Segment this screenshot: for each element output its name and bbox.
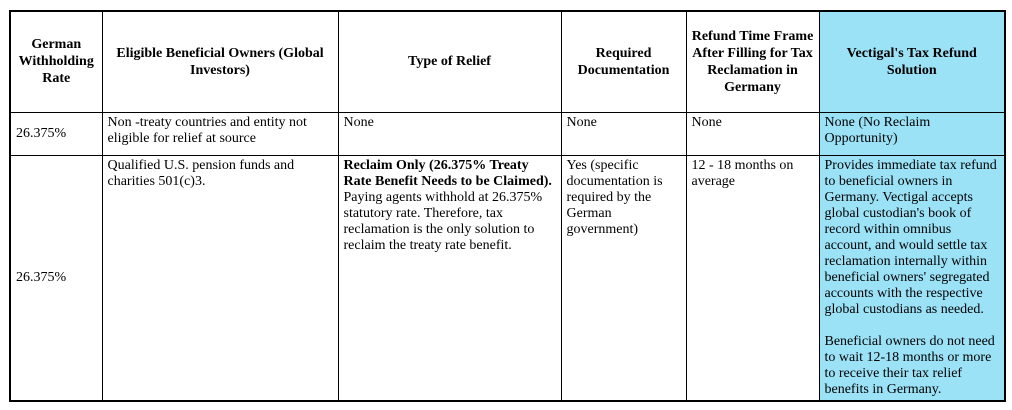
table-row: 26.375% Qualified U.S. pension funds and… bbox=[9, 154, 1006, 401]
tax-refund-table: German Withholding Rate Eligible Benefic… bbox=[9, 10, 1006, 402]
cell-type-of-relief: None bbox=[337, 111, 562, 156]
table-row: 26.375% Non -treaty countries and entity… bbox=[9, 111, 1006, 156]
cell-vectigal-solution: None (No Reclaim Opportunity) bbox=[818, 111, 1006, 156]
col-header-type-of-relief: Type of Relief bbox=[337, 10, 562, 113]
relief-regular-text: Paying agents withhold at 26.375% statut… bbox=[343, 189, 543, 253]
cell-required-documentation: Yes (specific documentation is required … bbox=[560, 154, 687, 401]
col-header-vectigal-solution: Vectigal's Tax Refund Solution bbox=[818, 10, 1006, 113]
cell-withholding-rate: 26.375% bbox=[9, 111, 103, 156]
cell-withholding-rate: 26.375% bbox=[9, 154, 103, 401]
cell-refund-timeframe: 12 - 18 months on average bbox=[685, 154, 820, 401]
cell-vectigal-solution: Provides immediate tax refund to benefic… bbox=[818, 154, 1006, 401]
col-header-refund-time-frame: Refund Time Frame After Filling for Tax … bbox=[685, 10, 820, 113]
cell-type-of-relief: Reclaim Only (26.375% Treaty Rate Benefi… bbox=[337, 154, 562, 401]
col-header-eligible-beneficial-owners: Eligible Beneficial Owners (Global Inves… bbox=[101, 10, 339, 113]
cell-eligible-owners: Non -treaty countries and entity not eli… bbox=[101, 111, 339, 156]
solution-paragraph-2: Beneficial owners do not need to wait 12… bbox=[824, 333, 995, 397]
cell-refund-timeframe: None bbox=[685, 111, 820, 156]
col-header-german-withholding-rate: German Withholding Rate bbox=[9, 10, 103, 113]
cell-eligible-owners: Qualified U.S. pension funds and chariti… bbox=[101, 154, 339, 401]
header-row: German Withholding Rate Eligible Benefic… bbox=[9, 10, 1006, 113]
relief-bold-text: Reclaim Only (26.375% Treaty Rate Benefi… bbox=[343, 157, 552, 189]
cell-required-documentation: None bbox=[560, 111, 687, 156]
col-header-required-documentation: Required Documentation bbox=[560, 10, 687, 113]
solution-paragraph-1: Provides immediate tax refund to benefic… bbox=[824, 157, 997, 317]
